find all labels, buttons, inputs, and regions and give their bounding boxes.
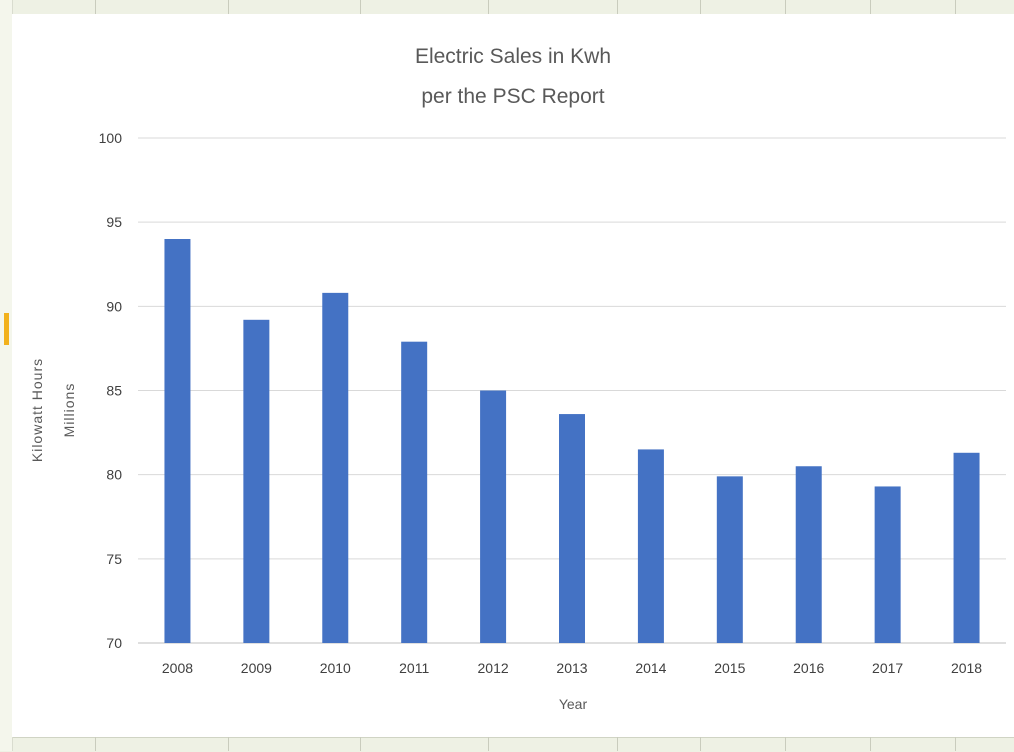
column-divider <box>617 0 618 14</box>
x-tick-label: 2016 <box>793 660 824 676</box>
y-axis-title: Kilowatt Hours <box>29 358 45 462</box>
x-tick-label: 2018 <box>951 660 982 676</box>
x-axis-tick-labels: 2008 2009 2010 2011 2012 2013 2014 2015 2016 2017… <box>162 660 982 676</box>
x-tick-label: 2008 <box>162 660 193 676</box>
bar-2009[interactable] <box>243 319 270 643</box>
bar-2017[interactable] <box>874 486 901 643</box>
x-tick-label: 2014 <box>635 660 666 676</box>
y-tick-label: 100 <box>99 130 123 146</box>
y-tick-label: 80 <box>106 467 122 483</box>
y-tick-label: 90 <box>106 298 122 314</box>
column-divider <box>785 0 786 14</box>
x-tick-label: 2010 <box>320 660 351 676</box>
sheet-bottom-edge <box>0 737 1014 752</box>
x-tick-label: 2009 <box>241 660 272 676</box>
column-divider <box>955 737 956 751</box>
column-divider <box>360 737 361 751</box>
bar-2014[interactable] <box>637 449 664 643</box>
x-tick-label: 2013 <box>556 660 587 676</box>
column-divider <box>95 0 96 14</box>
y-tick-label: 85 <box>106 383 122 399</box>
column-divider <box>785 737 786 751</box>
x-axis-title: Year <box>559 696 588 712</box>
column-divider <box>617 737 618 751</box>
column-divider <box>228 0 229 14</box>
bar-2018[interactable] <box>953 452 980 643</box>
column-divider <box>870 0 871 14</box>
chart-title-line-2: per the PSC Report <box>421 85 604 108</box>
bar-2010[interactable] <box>322 292 349 643</box>
y-tick-label: 75 <box>106 551 122 567</box>
gridlines <box>138 137 1006 644</box>
bar-2012[interactable] <box>480 390 507 644</box>
bar-2016[interactable] <box>795 466 822 643</box>
y-axis-tick-labels: 70 75 80 85 90 95 100 <box>99 130 123 651</box>
x-tick-label: 2015 <box>714 660 745 676</box>
bar-2013[interactable] <box>559 414 585 643</box>
x-tick-label: 2011 <box>399 660 429 676</box>
bar-2008[interactable] <box>164 239 191 643</box>
column-divider <box>360 0 361 14</box>
bar-2015[interactable] <box>716 476 743 643</box>
y-tick-label: 70 <box>106 635 122 651</box>
column-divider <box>228 737 229 751</box>
column-divider <box>700 737 701 751</box>
column-divider <box>488 737 489 751</box>
column-divider <box>700 0 701 14</box>
y-tick-label: 95 <box>106 214 122 230</box>
bars <box>164 239 980 644</box>
column-divider <box>95 737 96 751</box>
bar-2011[interactable] <box>401 341 428 643</box>
selection-marker <box>4 313 9 345</box>
column-divider <box>870 737 871 751</box>
column-divider <box>955 0 956 14</box>
x-tick-label: 2012 <box>478 660 509 676</box>
column-divider <box>488 0 489 14</box>
y-axis-units-label: Millions <box>61 383 77 438</box>
chart-title-line-1: Electric Sales in Kwh <box>415 45 611 68</box>
x-tick-label: 2017 <box>872 660 903 676</box>
